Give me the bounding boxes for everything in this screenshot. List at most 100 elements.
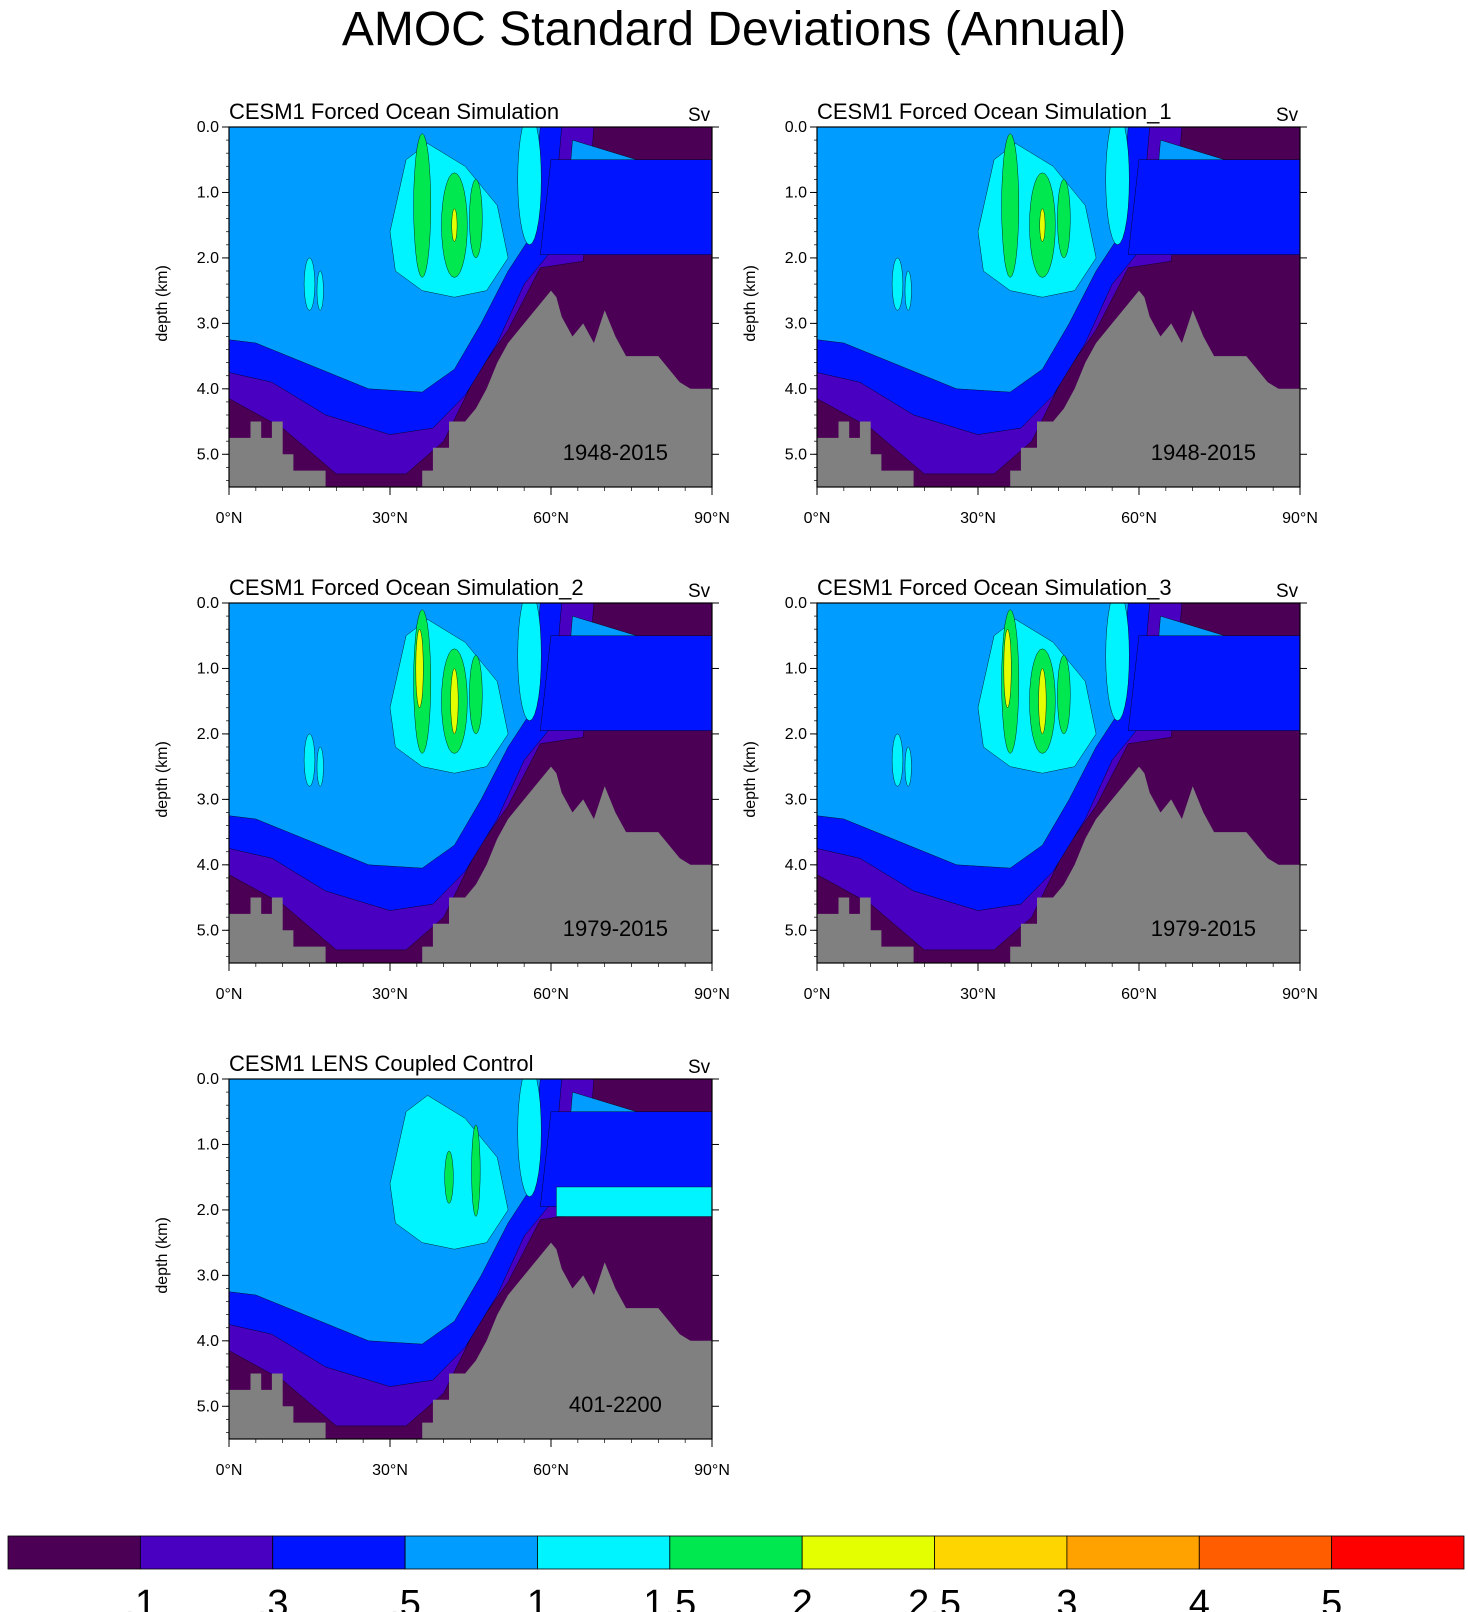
y-tick-label: 0.0 [197,119,219,136]
y-tick-label: 1.0 [197,184,219,201]
colorbar-swatch [934,1535,1068,1570]
contour-band [451,208,458,242]
x-tick-label: 60°N [1121,986,1157,1003]
panel-title: CESM1 Forced Ocean Simulation_3 [817,575,1172,600]
units-label: Sv [688,581,711,602]
colorbar-label: 1.5 [643,1583,696,1612]
bathymetry-land [229,766,712,963]
contour-band [450,668,459,735]
contour-band [415,628,424,709]
y-tick-label: 1.0 [197,660,219,677]
x-tick-label: 30°N [372,986,408,1003]
panel-1: 0.0 1.0 2.0 3.0 4.0 5.0 0°N 30°N 60°N 90°N CESM1 F… [154,99,730,527]
colorbar-label: 5 [1321,1583,1342,1612]
colorbar-swatch [272,1535,406,1570]
colorbar-label: .3 [257,1583,289,1612]
x-tick-label: 30°N [372,510,408,527]
y-tick-label: 0.0 [197,1071,219,1088]
panel-title: CESM1 Forced Ocean Simulation [229,99,559,124]
x-tick-label: 90°N [694,510,730,527]
contour-band [540,1111,712,1207]
panel-3: 0.0 1.0 2.0 3.0 4.0 5.0 0°N 30°N 60°N 90°N CESM1 F… [154,575,730,1003]
x-tick-label: 60°N [1121,510,1157,527]
units-label: Sv [688,105,711,126]
contour-band [1057,179,1071,259]
contour-band [540,159,712,255]
contour-band [540,635,712,731]
period-label: 401-2200 [569,1392,662,1417]
y-tick-label: 0.0 [785,119,807,136]
colorbar-label: .5 [389,1583,421,1612]
panel-4: 0.0 1.0 2.0 3.0 4.0 5.0 0°N 30°N 60°N 90°N CESM1 F… [742,575,1318,1003]
contour-band [413,133,432,278]
contour-band [1105,603,1130,722]
y-tick-label: 3.0 [785,315,807,332]
contour-fill [229,1079,712,1439]
contour-band [469,179,483,259]
y-axis-label: depth (km) [154,1217,171,1293]
period-label: 1948-2015 [563,440,668,465]
x-tick-label: 0°N [804,986,831,1003]
contour-band [1128,159,1300,255]
contour-band [556,1186,712,1217]
x-tick-label: 90°N [1282,510,1318,527]
y-tick-label: 5.0 [197,922,219,939]
units-label: Sv [1276,581,1299,602]
period-label: 1979-2015 [1151,916,1256,941]
contour-fill [817,127,1300,487]
y-tick-label: 3.0 [197,1267,219,1284]
colorbar-swatch [1198,1535,1333,1570]
colorbar-swatch [404,1535,538,1570]
colorbar-label: .1 [125,1583,157,1612]
bathymetry-land [817,766,1300,963]
x-tick-label: 90°N [1282,986,1318,1003]
y-axis-label: depth (km) [154,265,171,341]
x-tick-label: 0°N [216,986,243,1003]
colorbar-swatch [801,1535,935,1570]
x-tick-label: 60°N [533,986,569,1003]
y-tick-label: 2.0 [197,250,219,267]
contour-fill [229,603,712,963]
y-axis-label: depth (km) [742,265,759,341]
contour-band [444,1150,454,1204]
bathymetry-land [229,290,712,487]
contour-band [469,655,483,735]
y-axis-label: depth (km) [742,741,759,817]
y-tick-label: 0.0 [197,595,219,612]
x-tick-label: 60°N [533,1462,569,1479]
colorbar-label: 2.5 [908,1583,961,1612]
colorbar: .1 .3 .5 1 1.5 2 2.5 3 4 5 [7,1535,1465,1612]
contour-fill [229,127,712,487]
y-axis-label: depth (km) [154,741,171,817]
panel-5: 0.0 1.0 2.0 3.0 4.0 5.0 0°N 30°N 60°N 90°N CESM1 L… [154,1051,730,1479]
y-tick-label: 4.0 [785,381,807,398]
y-tick-label: 2.0 [785,726,807,743]
colorbar-swatch [1066,1535,1200,1570]
y-tick-label: 2.0 [197,1202,219,1219]
contour-fill [817,603,1300,963]
y-tick-label: 4.0 [785,857,807,874]
colorbar-swatch [537,1535,671,1570]
y-tick-label: 5.0 [785,922,807,939]
contour-band [303,257,316,311]
contour-band [891,257,904,311]
x-tick-label: 90°N [694,986,730,1003]
colorbar-swatch [669,1535,803,1570]
contour-band [471,1124,481,1217]
contour-band [1003,628,1012,709]
colorbar-swatch [1331,1535,1465,1570]
y-tick-label: 4.0 [197,1333,219,1350]
period-label: 1979-2015 [563,916,668,941]
y-tick-label: 3.0 [785,791,807,808]
colorbar-swatch [7,1535,141,1570]
panel-2: 0.0 1.0 2.0 3.0 4.0 5.0 0°N 30°N 60°N 90°N CESM1 F… [742,99,1318,527]
y-tick-label: 3.0 [197,791,219,808]
y-tick-label: 4.0 [197,857,219,874]
contour-band [1001,133,1020,278]
colorbar-label: 2 [792,1583,813,1612]
x-tick-label: 30°N [960,986,996,1003]
x-tick-label: 0°N [216,510,243,527]
panel-title: CESM1 Forced Ocean Simulation_2 [229,575,584,600]
contour-band [517,603,542,722]
y-tick-label: 1.0 [197,1136,219,1153]
